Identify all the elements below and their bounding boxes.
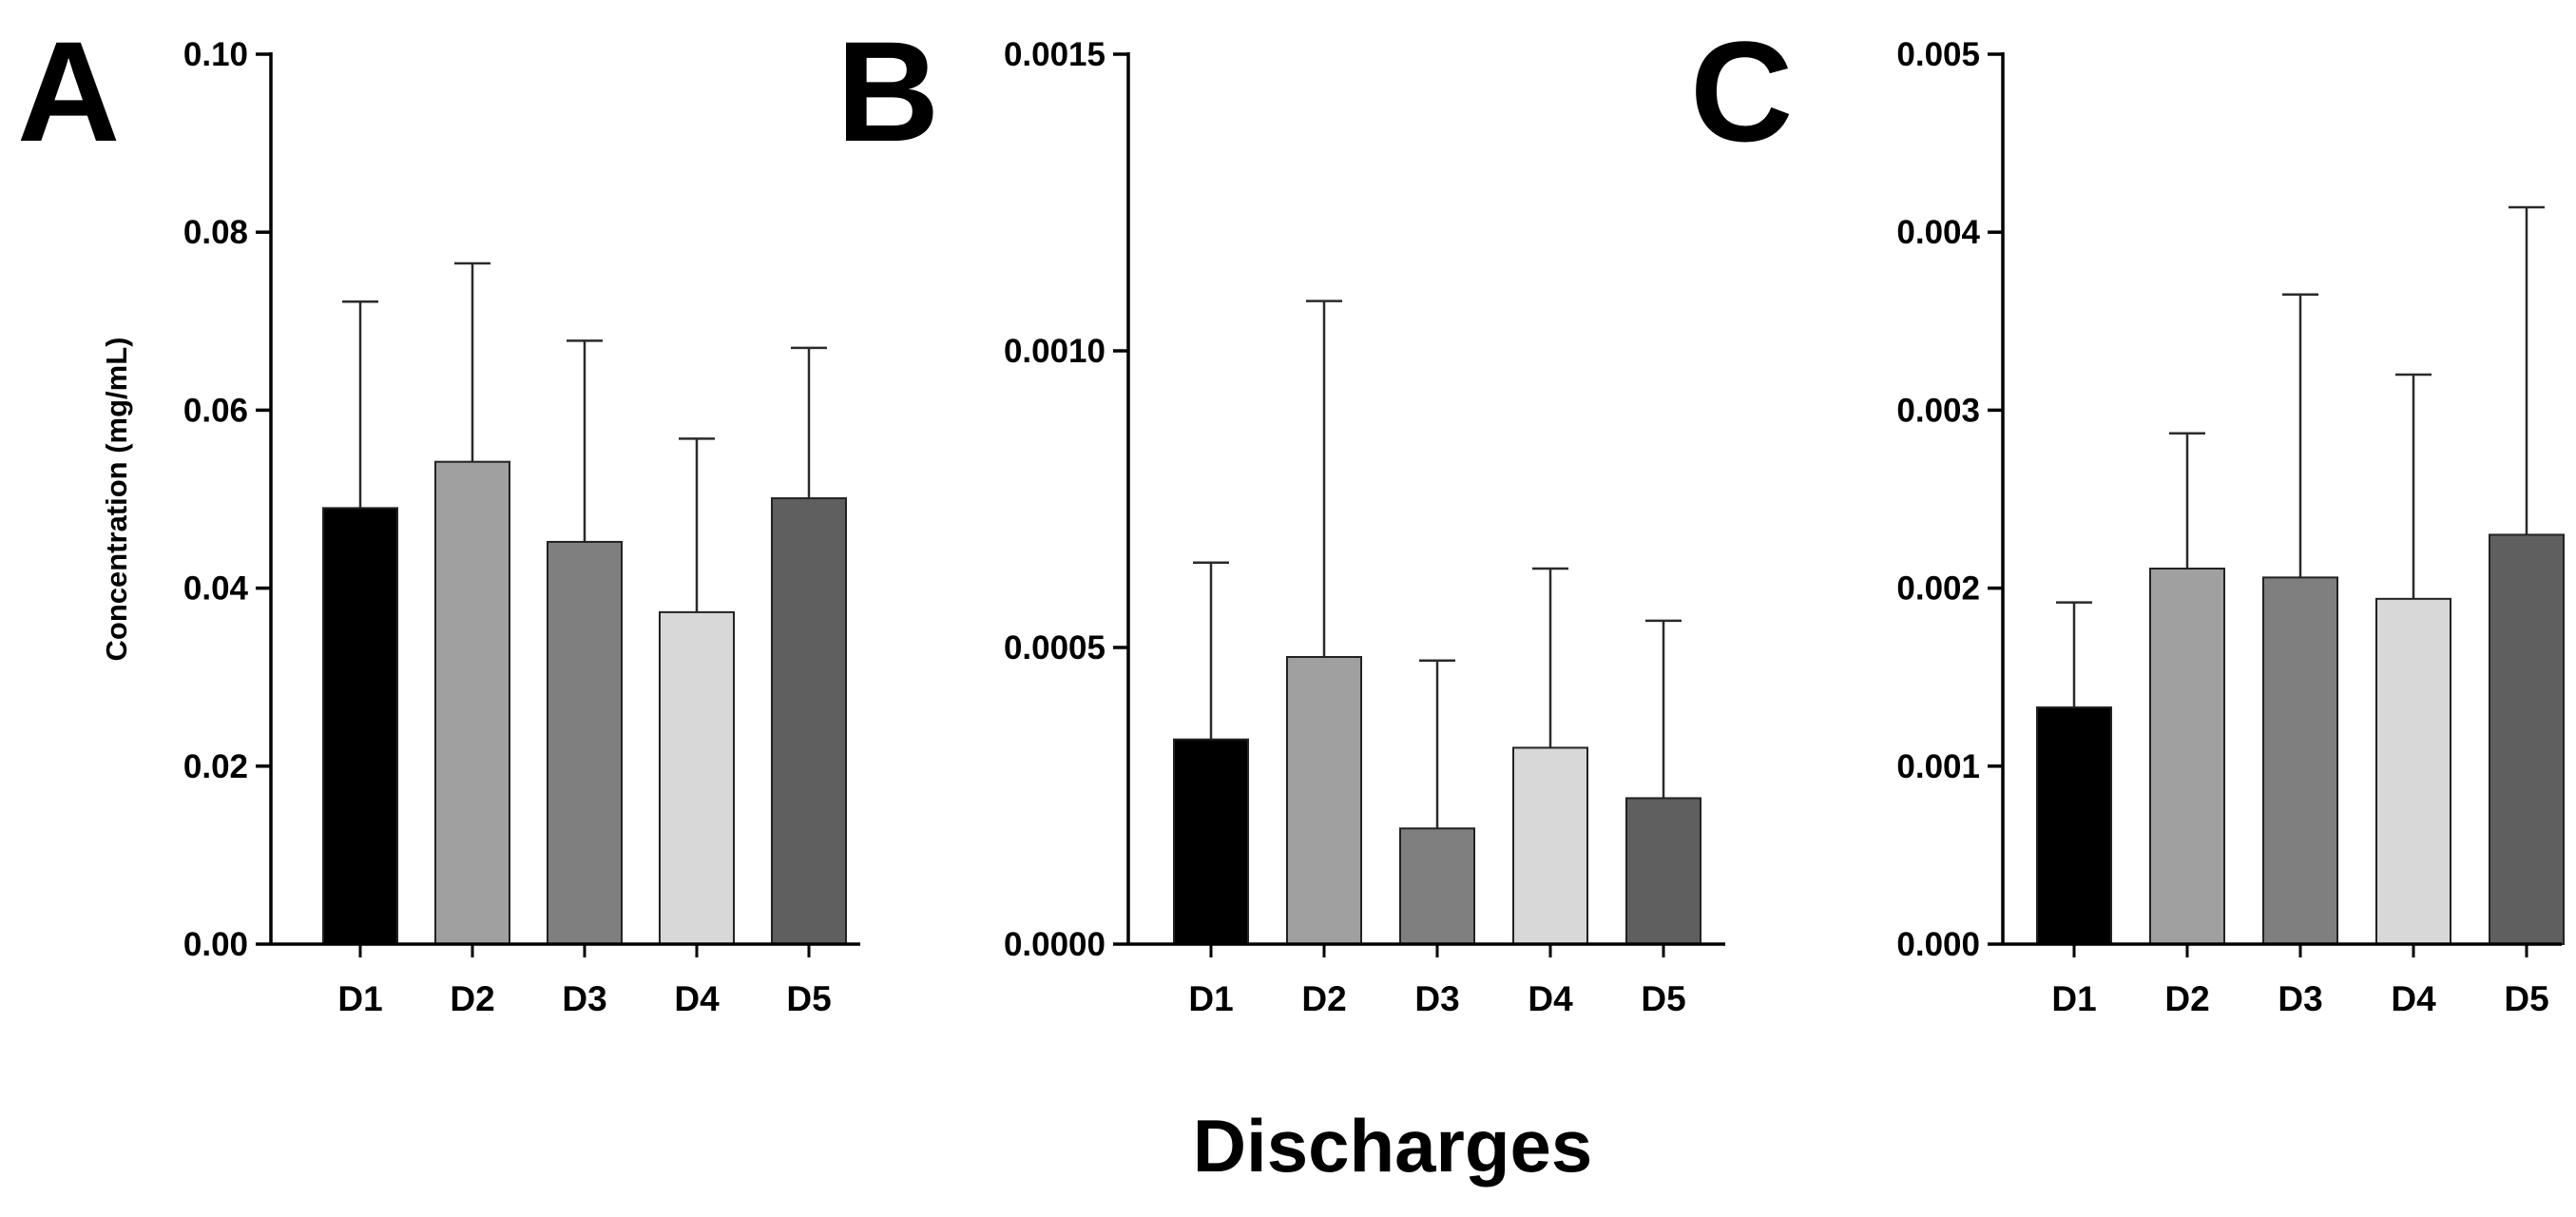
- x-tick-label-d1: D1: [337, 979, 382, 1018]
- y-tick-label: 0.04: [183, 570, 249, 608]
- x-tick-label-d1: D1: [2051, 979, 2096, 1018]
- y-tick-label: 0.00: [183, 926, 248, 963]
- panel-a: A Concentration (mg/mL) D1 D2 D3 D4 D5 0.00 0.02…: [17, 11, 860, 1018]
- bar-d1: [1173, 738, 1249, 945]
- y-tick-label: 0.0000: [1004, 926, 1105, 963]
- x-tick-label-d4: D4: [2391, 979, 2436, 1018]
- bar-d4: [2375, 597, 2451, 945]
- x-axis-title: Discharges: [1193, 1104, 1593, 1188]
- y-tick-label: 0.0010: [1004, 333, 1105, 370]
- y-axis-title: Concentration (mg/mL): [100, 338, 133, 662]
- bar-d2: [434, 460, 510, 945]
- x-tick-label-d1: D1: [1188, 979, 1233, 1018]
- bar-d3: [547, 540, 623, 945]
- panel-b: B D1 D2 D3 D4 D5 0.0000 0.0005 0.0010 0.0015: [836, 11, 1725, 1018]
- bar-d2: [2149, 568, 2225, 945]
- x-tick-label-d3: D3: [562, 979, 606, 1018]
- panel-c: C D1 D2 D3 D4 D5 0.000 0.001 0.002 0.003 0.004 0.00…: [1690, 11, 2565, 1018]
- x-tick-label-d5: D5: [1641, 979, 1685, 1018]
- y-tick-label: 0.0015: [1004, 36, 1105, 73]
- x-tick-label-d2: D2: [1301, 979, 1346, 1018]
- panel-letter: B: [836, 11, 939, 171]
- x-tick-label-d4: D4: [674, 979, 720, 1018]
- y-tick-label: 0.005: [1896, 36, 1980, 73]
- bar-d1: [322, 507, 398, 945]
- bar-d5: [771, 497, 847, 946]
- x-tick-label-d3: D3: [2278, 979, 2322, 1018]
- bar-d2: [1286, 655, 1362, 945]
- x-tick-label-d4: D4: [1528, 979, 1573, 1018]
- bar-d1: [2036, 706, 2112, 945]
- y-tick-label: 0.06: [183, 392, 248, 429]
- y-tick-label: 0.004: [1896, 214, 1980, 251]
- bar-d4: [659, 610, 735, 945]
- y-tick-label: 0.08: [183, 214, 248, 251]
- x-tick-label-d5: D5: [786, 979, 831, 1018]
- panel-letter: A: [17, 11, 120, 171]
- x-tick-label-d3: D3: [1414, 979, 1459, 1018]
- bar-d3: [1399, 827, 1475, 946]
- x-tick-label-d2: D2: [2164, 979, 2209, 1018]
- y-tick-label: 0.003: [1896, 392, 1980, 429]
- panel-letter: C: [1690, 11, 1793, 171]
- y-tick-label: 0.000: [1896, 926, 1980, 963]
- y-tick-label: 0.10: [183, 36, 248, 73]
- bar-d5: [2489, 533, 2565, 945]
- y-tick-label: 0.002: [1896, 570, 1980, 608]
- y-tick-label: 0.02: [183, 748, 248, 785]
- y-tick-label: 0.0005: [1004, 629, 1105, 666]
- bar-d5: [1625, 797, 1701, 945]
- y-tick-label: 0.001: [1896, 748, 1980, 785]
- bar-d4: [1512, 746, 1588, 945]
- bar-d3: [2262, 576, 2338, 945]
- x-tick-label-d2: D2: [450, 979, 494, 1018]
- x-tick-label-d5: D5: [2504, 979, 2548, 1018]
